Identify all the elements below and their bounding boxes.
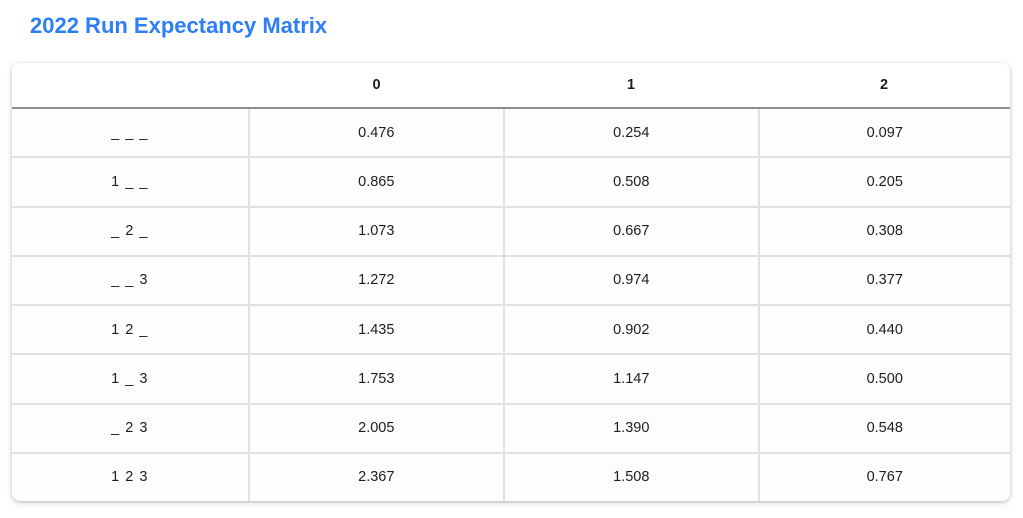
row-label: 1 _ 3 xyxy=(12,355,248,403)
table-cell: 1.508 xyxy=(505,453,758,501)
row-label: 1 2 _ xyxy=(12,306,248,354)
table-cell: 2.005 xyxy=(249,404,504,452)
table-cell: 1.435 xyxy=(249,306,504,354)
table-cell: 0.205 xyxy=(759,158,1010,206)
page-title: 2022 Run Expectancy Matrix xyxy=(30,13,328,38)
table-cell: 0.667 xyxy=(505,207,758,255)
row-label: _ _ _ xyxy=(12,109,248,157)
table-cell: 0.865 xyxy=(249,158,504,206)
table-cell: 0.308 xyxy=(759,207,1010,255)
table-cell: 0.500 xyxy=(759,355,1010,403)
row-label: _ _ 3 xyxy=(12,256,248,304)
table-cell: 0.974 xyxy=(505,256,758,304)
table-cell: 2.367 xyxy=(249,453,504,501)
table-cell: 1.390 xyxy=(505,404,758,452)
run-expectancy-table-card: 0 1 2 _ _ _ 0.476 0.254 0.097 1 _ _ 0.86… xyxy=(12,63,1010,501)
table-cell: 0.377 xyxy=(759,256,1010,304)
row-label: _ 2 _ xyxy=(12,207,248,255)
table-header-outs-1[interactable]: 1 xyxy=(626,77,636,93)
table-cell: 0.254 xyxy=(505,109,758,157)
table-cell: 0.097 xyxy=(759,109,1010,157)
table-cell: 1.147 xyxy=(505,355,758,403)
row-label: 1 2 3 xyxy=(12,453,248,501)
table-header-corner-cell xyxy=(12,63,249,107)
table-cell: 0.440 xyxy=(759,306,1010,354)
table-cell: 0.767 xyxy=(759,453,1010,501)
row-label: _ 2 3 xyxy=(12,404,248,452)
table-cell: 0.902 xyxy=(505,306,758,354)
table-cell: 0.548 xyxy=(759,404,1010,452)
table-header-row: 0 1 2 xyxy=(12,63,1010,109)
table-header-outs-2[interactable]: 2 xyxy=(879,77,889,93)
table-cell: 0.508 xyxy=(505,158,758,206)
row-label: 1 _ _ xyxy=(12,158,248,206)
table-cell: 1.073 xyxy=(249,207,504,255)
table-body: _ _ _ 0.476 0.254 0.097 1 _ _ 0.865 0.50… xyxy=(12,109,1010,501)
table-cell: 1.272 xyxy=(249,256,504,304)
table-cell: 1.753 xyxy=(249,355,504,403)
table-cell: 0.476 xyxy=(249,109,504,157)
table-header-outs-0[interactable]: 0 xyxy=(372,77,381,93)
